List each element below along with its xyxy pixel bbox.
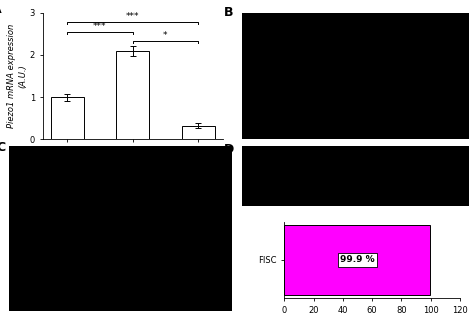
Bar bbox=[182, 126, 215, 139]
Text: B: B bbox=[224, 6, 233, 19]
Bar bbox=[116, 51, 149, 139]
Text: E: E bbox=[253, 195, 261, 208]
Text: D: D bbox=[224, 143, 234, 156]
Text: ***: *** bbox=[93, 22, 107, 31]
Y-axis label: Piezo1 mRNA expression
(A.U.): Piezo1 mRNA expression (A.U.) bbox=[8, 24, 27, 128]
Text: ***: *** bbox=[126, 12, 139, 21]
Bar bbox=[284, 225, 430, 294]
Text: 99.9 %: 99.9 % bbox=[340, 256, 375, 264]
Text: A: A bbox=[0, 3, 2, 16]
Text: *: * bbox=[163, 31, 168, 40]
Bar bbox=[51, 97, 83, 139]
Text: C: C bbox=[0, 141, 5, 154]
